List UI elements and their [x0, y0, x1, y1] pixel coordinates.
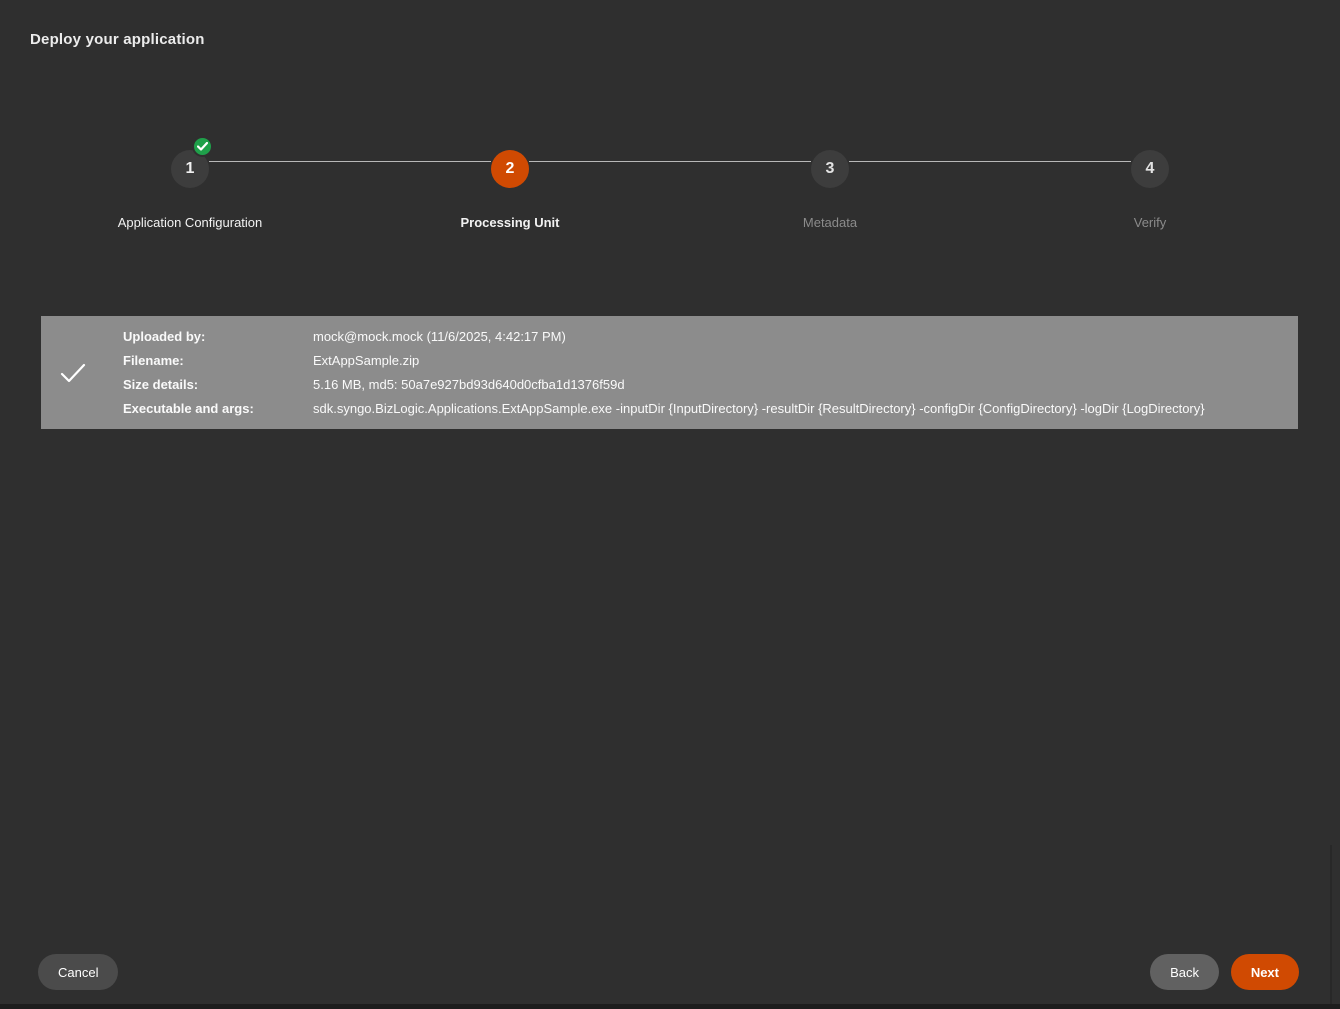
step-number: 2: [505, 160, 515, 177]
summary-value: mock@mock.mock (11/6/2025, 4:42:17 PM): [313, 329, 566, 344]
step-number: 4: [1145, 160, 1155, 177]
summary-value: ExtAppSample.zip: [313, 353, 420, 368]
back-button[interactable]: Back: [1150, 954, 1219, 990]
step-1-circle[interactable]: 1: [171, 136, 213, 188]
check-icon: [197, 142, 208, 151]
step-metadata: 3 Metadata: [700, 150, 960, 230]
summary-rows: Uploaded by: mock@mock.mock (11/6/2025, …: [105, 317, 1298, 429]
wizard-stepper: 1 Application Configuration 2 Processing…: [0, 0, 1340, 240]
summary-value: sdk.syngo.BizLogic.Applications.ExtAppSa…: [313, 401, 1205, 416]
step-label: Verify: [1133, 215, 1167, 230]
step-2-circle[interactable]: 2: [491, 150, 529, 188]
cancel-button[interactable]: Cancel: [38, 954, 119, 990]
step-application-configuration[interactable]: 1 Application Configuration: [60, 136, 320, 230]
summary-label: Size details:: [123, 377, 199, 392]
step-4-circle: 4: [1131, 150, 1169, 188]
summary-label: Uploaded by:: [123, 329, 206, 344]
summary-row-executable: Executable and args: sdk.syngo.BizLogic.…: [105, 397, 1298, 421]
step-label: Processing Unit: [460, 215, 560, 230]
step-number: 1: [185, 160, 195, 177]
summary-check-wrap: [41, 363, 105, 383]
summary-value: 5.16 MB, md5: 50a7e927bd93d640d0cfba1d13…: [313, 377, 625, 392]
step-verify: 4 Verify: [1020, 150, 1280, 230]
step-label: Metadata: [802, 215, 858, 230]
step-processing-unit[interactable]: 2 Processing Unit: [380, 150, 640, 230]
upload-summary-panel: Uploaded by: mock@mock.mock (11/6/2025, …: [41, 316, 1298, 429]
page-title: Deploy your application: [30, 31, 205, 48]
step-number: 3: [825, 160, 835, 177]
check-icon: [60, 363, 86, 382]
stepper-connector: [849, 161, 1131, 162]
summary-label: Executable and args:: [123, 401, 254, 416]
step-label: Application Configuration: [117, 215, 263, 230]
bottom-edge-strip: [0, 1004, 1340, 1009]
next-button[interactable]: Next: [1230, 954, 1299, 990]
stepper-connector: [529, 161, 811, 162]
step-complete-badge: [192, 136, 213, 157]
stepper-connector: [209, 161, 491, 162]
summary-row-size-details: Size details: 5.16 MB, md5: 50a7e927bd93…: [105, 373, 1298, 397]
summary-row-filename: Filename: ExtAppSample.zip: [105, 349, 1298, 373]
step-3-circle: 3: [811, 150, 849, 188]
scrollbar-track[interactable]: [1330, 845, 1332, 1004]
summary-label: Filename:: [123, 353, 184, 368]
summary-row-uploaded-by: Uploaded by: mock@mock.mock (11/6/2025, …: [105, 325, 1298, 349]
